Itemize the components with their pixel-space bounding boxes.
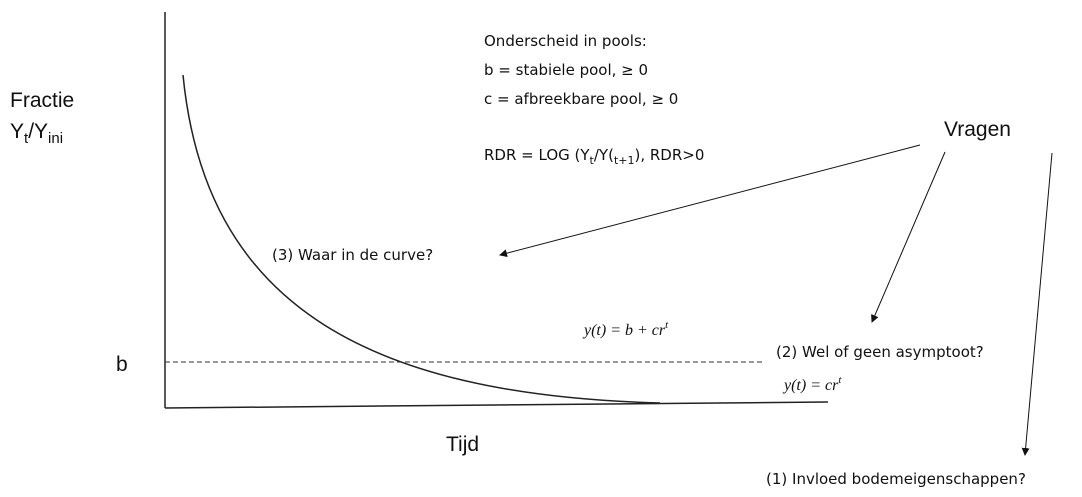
text: Y (10, 120, 24, 143)
subscript: t+1 (614, 154, 635, 167)
text: /Y (28, 120, 48, 143)
subscript: t (24, 130, 29, 147)
text: y(t) = b + cr (582, 322, 666, 339)
superscript: t (665, 319, 669, 331)
question: (2) Wel of geen asymptoot? (776, 343, 984, 361)
text: ), RDR>0 (634, 146, 704, 164)
formula: y(t) = crt (782, 374, 842, 394)
pool-c: c = afbreekbare pool, ≥ 0 (484, 90, 678, 108)
question: (3) Waar in de curve? (272, 246, 433, 264)
question: (1) Invloed bodemeigenschappen? (766, 470, 1026, 488)
subscript: t (590, 154, 595, 167)
formula: y(t) = b + crt (582, 319, 669, 339)
text: y(t) = cr (782, 377, 839, 394)
x-axis (164, 401, 829, 409)
b-label: b (116, 353, 128, 376)
superscript: t (838, 374, 842, 386)
x-label: Tijd (446, 433, 479, 456)
y-label-ratio: Yt/Yini (10, 120, 63, 147)
rdr: RDR = LOG (Yt/Y(t+1), RDR>0 (484, 146, 704, 167)
curve (182, 74, 661, 404)
arrow (499, 144, 921, 258)
y-label: Fractie (10, 89, 74, 112)
text: /Y( (594, 146, 614, 164)
pools-title: Onderscheid in pools: (484, 32, 647, 50)
subscript: ini (48, 130, 63, 147)
arrow (1021, 152, 1053, 456)
arrow (871, 151, 946, 323)
questions-title: Vragen (944, 118, 1011, 141)
text: RDR = LOG (Y (484, 146, 590, 164)
pool-b: b = stabiele pool, ≥ 0 (484, 61, 648, 79)
